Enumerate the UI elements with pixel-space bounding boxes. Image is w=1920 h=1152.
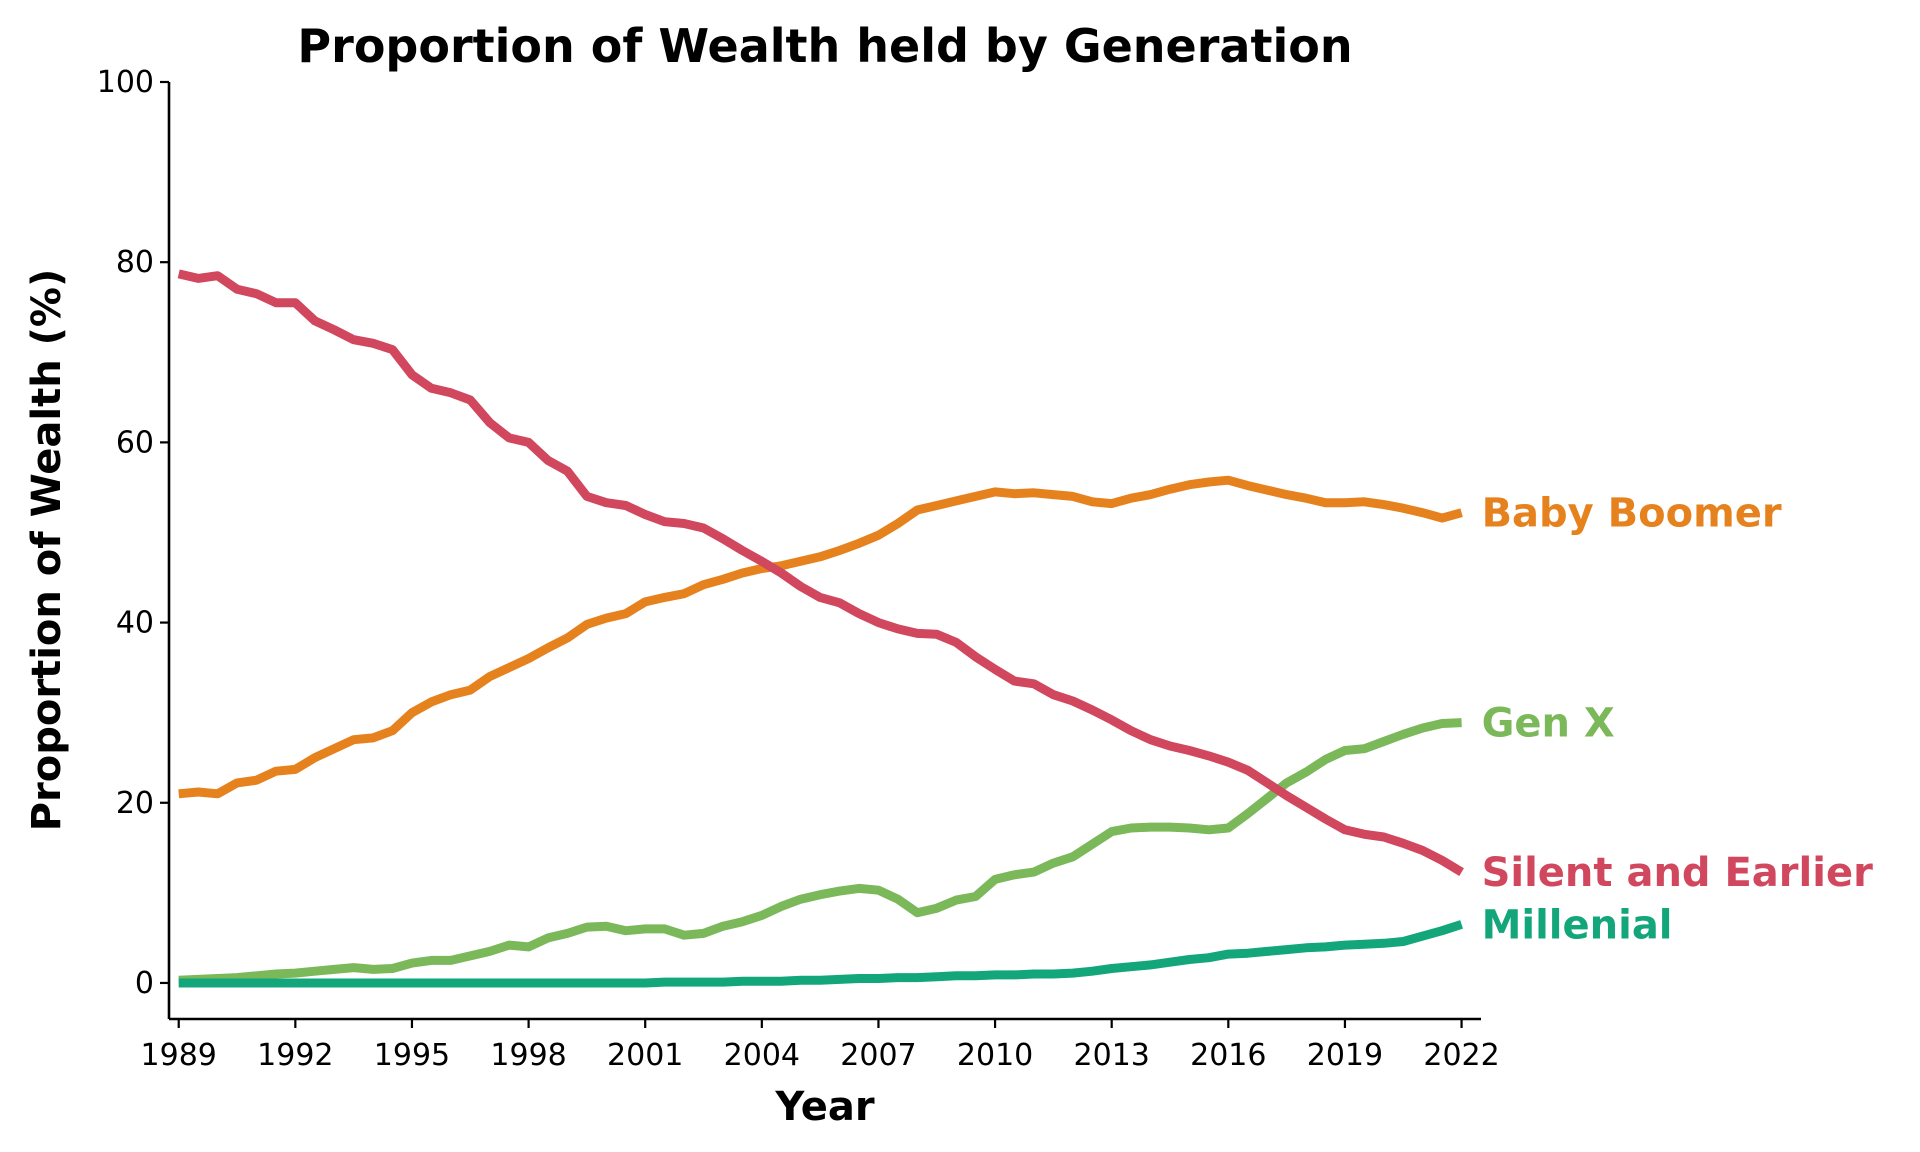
- x-tick-label: 1989: [141, 1038, 217, 1073]
- x-tick-label: 2010: [957, 1038, 1033, 1073]
- y-tick-label: 0: [135, 966, 154, 1001]
- y-tick-label: 40: [116, 606, 154, 641]
- x-tick-label: 1998: [490, 1038, 566, 1073]
- series-label-millenial: Millenial: [1482, 902, 1673, 948]
- y-tick-label: 80: [116, 245, 154, 280]
- y-ticks: 0 20 40 60 80 100: [97, 65, 169, 1001]
- x-tick-label: 2001: [607, 1038, 683, 1073]
- x-tick-label: 2016: [1190, 1038, 1266, 1073]
- y-axis-title: Proportion of Wealth (%): [24, 269, 70, 832]
- x-tick-label: 2019: [1307, 1038, 1383, 1073]
- series-label-baby-boomer: Baby Boomer: [1482, 491, 1782, 537]
- x-ticks: 1989 1992 1995 1998 2001 2004 2007 2010 2013 2016…: [141, 1019, 1500, 1073]
- x-tick-label: 2007: [840, 1038, 916, 1073]
- y-tick-label: 20: [116, 786, 154, 821]
- series-lines: [177, 269, 1464, 988]
- y-tick-label: 60: [116, 425, 154, 460]
- series-label-silent-and-earlier: Silent and Earlier: [1482, 850, 1874, 896]
- series-line-silent-and-earlier: [177, 269, 1464, 876]
- x-tick-label: 2013: [1074, 1038, 1150, 1073]
- series-line-millenial: [178, 920, 1463, 988]
- series-labels: Baby Boomer Gen X Silent and Earlier Millen…: [1482, 491, 1874, 949]
- series-line-gen-x: [178, 718, 1462, 985]
- x-tick-label: 1992: [257, 1038, 333, 1073]
- plot-area: 0 20 40 60 80 100 1989 1992 1995 1998 2001 2004 200…: [97, 65, 1873, 1073]
- y-tick-label: 100: [97, 65, 154, 100]
- chart-title: Proportion of Wealth held by Generation: [297, 19, 1352, 73]
- x-tick-label: 2004: [724, 1038, 800, 1073]
- x-tick-label: 1995: [374, 1038, 450, 1073]
- x-axis-title: Year: [774, 1084, 874, 1130]
- x-tick-label: 2022: [1423, 1038, 1499, 1073]
- series-line-baby-boomer: [178, 475, 1463, 799]
- series-label-gen-x: Gen X: [1482, 701, 1615, 747]
